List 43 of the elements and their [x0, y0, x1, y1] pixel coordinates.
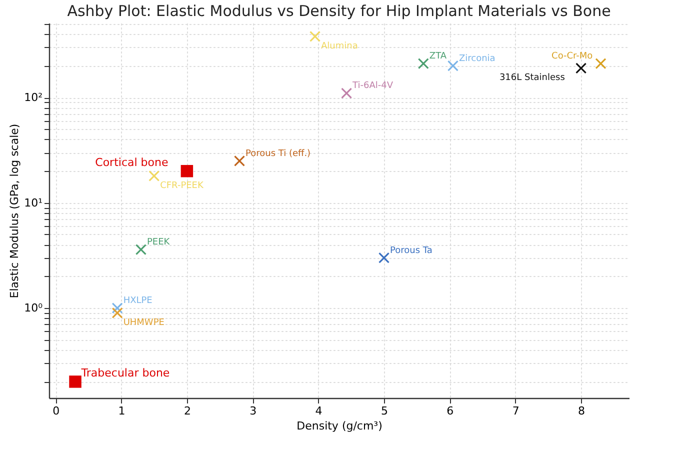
series-label: PEEK: [146, 238, 171, 248]
x-tick-label: 0: [52, 404, 60, 418]
y-tick-label: 10¹: [24, 196, 42, 210]
series-label: CFR-PEEK: [160, 180, 204, 191]
chart-title: Ashby Plot: Elastic Modulus vs Density for Hip Implant Materials vs Bone: [67, 2, 611, 20]
series-label: Cortical bone: [95, 156, 168, 170]
series-label: Zirconia: [458, 54, 496, 64]
point: [309, 30, 321, 42]
series-label: ZTA: [429, 52, 448, 62]
point: [180, 164, 194, 178]
point: [69, 376, 82, 388]
point: [135, 244, 146, 256]
x-tick-label: 3: [250, 404, 257, 418]
point: [234, 155, 246, 166]
point: [418, 58, 429, 70]
series-label: UHMWPE: [123, 318, 165, 328]
series-label: Porous Ta: [390, 246, 432, 256]
point: [112, 302, 123, 314]
x-tick-label: 7: [512, 404, 520, 418]
y-tick-label: 10²: [24, 91, 42, 104]
point: [595, 58, 606, 70]
x-tick-label: 6: [446, 404, 454, 418]
x-tick-label: 4: [315, 404, 322, 418]
x-tick-label: 8: [578, 404, 586, 418]
series-label: 316L Stainless: [499, 73, 566, 84]
x-tick-label: 5: [380, 404, 388, 418]
series-label: HXLPE: [123, 296, 153, 306]
point: [378, 252, 390, 264]
point: [112, 307, 123, 318]
point: [576, 62, 587, 74]
x-tick-label: 2: [184, 404, 191, 418]
y-tick-label: 10⁰: [24, 302, 44, 315]
point: [341, 88, 352, 99]
series-label: Trabecular bone: [80, 366, 170, 380]
x-tick-label: 1: [118, 404, 126, 418]
point: [148, 170, 160, 182]
x-axis-title: Density (g/cm³): [296, 420, 382, 432]
series-label: Ti-6Al-4V: [352, 81, 394, 92]
point: [447, 60, 459, 72]
series-label: Co-Cr-Mo: [552, 52, 594, 62]
y-axis-title: Elastic Modulus (GPa, log scale): [8, 124, 22, 298]
series-label: Alumina: [321, 41, 358, 52]
series-label: Porous Ti (eff.): [245, 148, 311, 159]
